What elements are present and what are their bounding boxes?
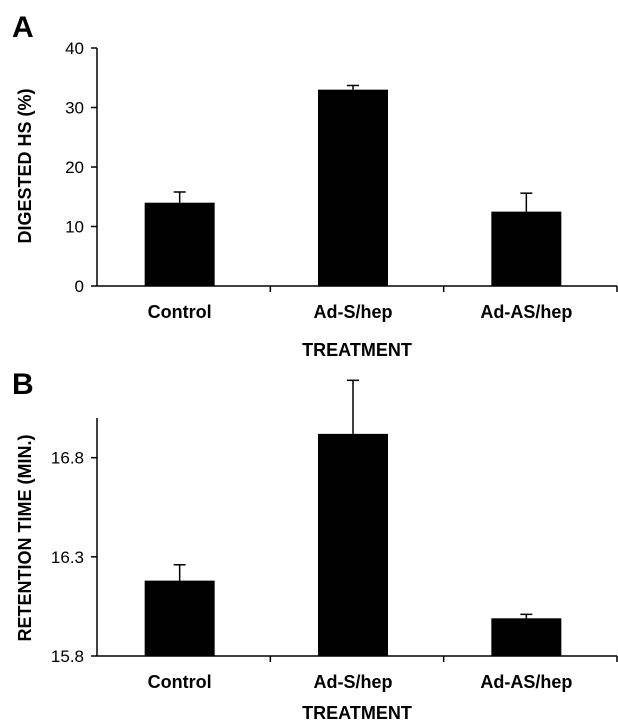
panel-b-y-tick-label: 15.8 bbox=[51, 647, 84, 666]
panel-a-category-label: Ad-S/hep bbox=[314, 302, 393, 322]
panel-a-category-label: Ad-AS/hep bbox=[480, 302, 572, 322]
panel-a-y-axis-title: DIGESTED HS (%) bbox=[15, 88, 35, 243]
panel-a-y-tick-label: 10 bbox=[65, 218, 84, 237]
panel-a-y-tick-label: 0 bbox=[75, 277, 84, 296]
panel-a-letter: A bbox=[12, 11, 34, 44]
panel-b-y-axis-title: RETENTION TIME (MIN.) bbox=[15, 435, 35, 642]
panel-b: B RETENTION TIME (MIN.) TREATMENT 15.8 16… bbox=[12, 368, 618, 723]
panel-b-bar-ad-s-hep bbox=[318, 433, 388, 656]
panel-b-x-axis-title: TREATMENT bbox=[302, 703, 412, 723]
panel-a-y-tick-label: 30 bbox=[65, 99, 84, 118]
panel-a-bar-ad-as-hep bbox=[491, 211, 562, 286]
panel-b-bar-control bbox=[144, 580, 215, 656]
panel-a-y-tick-label: 40 bbox=[65, 39, 84, 58]
panel-a-category-label: Control bbox=[148, 302, 212, 322]
panel-b-category-label: Control bbox=[148, 672, 212, 692]
panel-a: A DIGESTED HS (%) TREATMENT 0 10 20 30 40 Con… bbox=[12, 11, 618, 360]
panel-b-plot-area: 15.8 16.3 16.8 Control Ad-S/hep Ad-AS/hep bbox=[51, 379, 618, 692]
panel-a-y-tick-label: 20 bbox=[65, 158, 84, 177]
panel-a-bar-control bbox=[144, 202, 215, 286]
panel-b-y-tick-label: 16.3 bbox=[51, 548, 84, 567]
panel-a-x-axis-title: TREATMENT bbox=[302, 340, 412, 360]
panel-b-bar-ad-as-hep bbox=[491, 618, 562, 656]
panel-b-category-label: Ad-S/hep bbox=[314, 672, 393, 692]
panel-a-bar-ad-s-hep bbox=[318, 89, 388, 287]
panel-b-category-label: Ad-AS/hep bbox=[480, 672, 572, 692]
panel-b-y-tick-label: 16.8 bbox=[51, 449, 84, 468]
panel-a-plot-area: 0 10 20 30 40 Control Ad-S/hep Ad-AS/hep bbox=[65, 39, 618, 322]
panel-b-letter: B bbox=[12, 368, 34, 401]
